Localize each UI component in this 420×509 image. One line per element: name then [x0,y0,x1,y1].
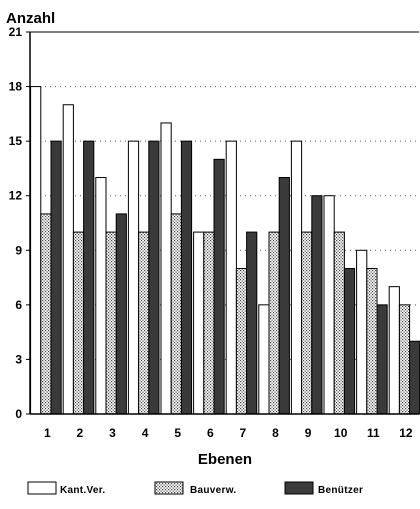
bar-white-5 [160,122,172,415]
legend-label-dark: Benützer [318,485,363,496]
bar-dotted-9 [301,231,313,415]
bar-dotted-10 [333,231,345,415]
x-tick-label-4: 4 [142,426,149,440]
bar-white-4 [127,140,140,415]
y-tick-label-15: 15 [9,134,23,148]
bar-white-10 [323,195,335,415]
bar-dark-10 [343,267,356,415]
legend-label-white: Kant.Ver. [60,485,106,496]
legend-swatch-white [27,481,57,495]
bar-white-7 [225,140,237,415]
bar-dark-1 [50,140,62,415]
legend: Kant.Ver. Bauverw. Benützer [27,481,363,496]
bar-dark-7 [246,231,258,415]
bar-dotted-2 [72,231,85,415]
x-tick-label-11: 11 [367,426,380,440]
bar-white-2 [62,104,74,415]
y-tick-label-3: 3 [15,352,22,366]
legend-label-dotted: Bauverw. [190,485,237,496]
x-tick-label-3: 3 [109,426,116,440]
x-tick-label-2: 2 [77,426,84,440]
bar-white-6 [193,231,205,415]
bar-dotted-4 [138,231,150,415]
bar-dark-5 [180,140,193,415]
x-tick-label-6: 6 [207,426,214,440]
bar-dark-2 [83,140,95,415]
bar-white-1 [30,86,42,415]
x-tick-labels: 1 2 3 4 5 6 7 8 9 10 11 12 [44,426,413,440]
legend-swatch-dotted [154,481,184,495]
bar-dark-8 [278,177,290,415]
bar-white-11 [356,249,368,415]
x-tick-label-7: 7 [240,426,247,440]
x-tick-label-8: 8 [272,426,279,440]
bar-dotted-11 [366,267,378,415]
y-tick-label-21: 21 [9,25,23,39]
y-tick-label-9: 9 [15,243,22,257]
y-tick-labels: 0 3 6 9 12 15 18 21 [9,25,23,421]
bar-white-12 [388,286,400,415]
bar-dark-4 [148,140,160,415]
bar-dark-9 [311,195,323,415]
bar-dotted-7 [235,267,248,415]
bar-dark-12 [409,340,420,415]
bar-dark-3 [115,213,127,415]
bar-dotted-5 [170,213,182,415]
bars [30,86,420,415]
x-tick-label-12: 12 [399,426,413,440]
x-tick-label-1: 1 [44,426,51,440]
y-axis-label: Anzahl [6,10,55,27]
y-tick-label-18: 18 [9,80,23,94]
bar-dotted-1 [40,213,52,415]
x-tick-label-10: 10 [334,426,348,440]
y-tick-label-6: 6 [15,298,22,312]
x-tick-label-9: 9 [305,426,312,440]
axes [26,31,419,415]
y-tick-label-0: 0 [15,407,22,421]
bar-white-9 [290,140,303,415]
bar-white-8 [258,304,270,415]
bar-dotted-3 [105,231,117,415]
bar-dotted-6 [203,231,215,415]
bar-dotted-8 [268,231,280,415]
x-axis-label: Ebenen [198,451,252,468]
y-tick-label-12: 12 [9,189,23,203]
bar-dark-6 [213,158,225,415]
x-tick-label-5: 5 [174,426,181,440]
bar-dotted-12 [398,304,411,415]
legend-swatch-dark [284,481,314,495]
bar-dark-11 [376,304,388,415]
bar-white-3 [95,177,107,415]
